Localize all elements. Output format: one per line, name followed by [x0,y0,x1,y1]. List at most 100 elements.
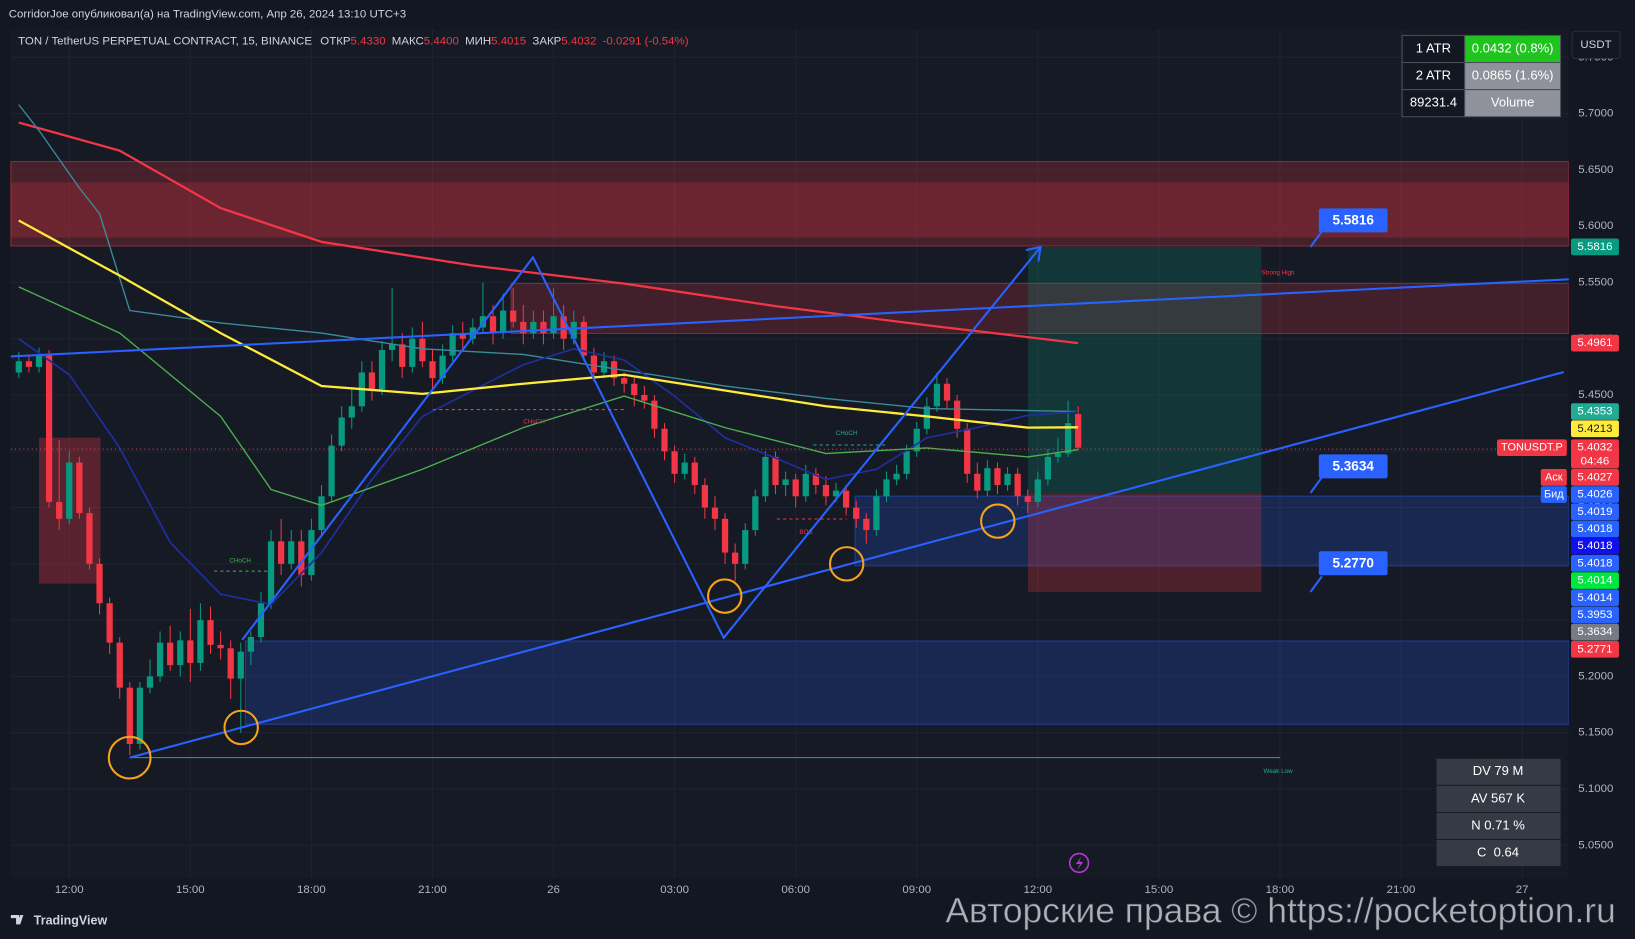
callout-box [1318,208,1388,233]
demand-zone [244,640,1570,725]
candle-body [1054,453,1062,457]
candle-body [762,456,769,497]
table-cell [1436,812,1561,839]
ma-line [18,286,1079,507]
supply-zone-core [10,182,1569,238]
choch-label: CHoCH [836,430,858,437]
candle-body [237,651,244,679]
candle-body [721,518,729,553]
candle-body [106,603,113,643]
candle-body [45,355,53,502]
callout: 5.2770 [1309,551,1388,593]
candle-body [883,479,890,497]
swing-circle [107,735,152,780]
candle-body [540,321,547,334]
side-tag [1540,469,1567,486]
y-tick-label: 5.1500 [1578,727,1613,739]
bos-label: BOS [799,529,812,536]
swing-markers [107,503,1016,780]
candle-body [308,530,315,576]
candle-body [126,687,133,744]
price-tag-label: 5.4213 [1577,423,1612,435]
candle-body [580,321,587,356]
candle-body [378,349,386,390]
candle-body [368,372,376,390]
candle-body [772,456,779,486]
candle-body [742,530,749,564]
table-text: N 0.71 % [1471,817,1525,832]
candle-body [156,642,164,677]
candle-body [610,361,618,379]
callout-pointer [1309,476,1323,494]
price-tag-label: 5.3953 [1577,609,1612,621]
candle-body [35,355,43,367]
replay-icon[interactable] [1068,852,1090,874]
price-tag-label: 5.4018 [1577,523,1612,535]
candle-body [419,338,426,362]
plot-area [10,29,1569,879]
ohlc-value: 5.4330 [351,36,386,48]
table-cell [1464,89,1562,118]
candle-body [812,473,819,486]
candle-body [1075,414,1082,448]
y-tick-label: 5.6000 [1578,220,1613,232]
choch-label: CHoCH [229,557,251,564]
price-tag-label: 5.4032 [1577,442,1612,454]
candle-body [136,687,144,744]
x-tick-label: 15:00 [176,884,205,896]
candle-body [56,501,63,519]
candle-body [570,321,577,339]
candle-body [994,468,1001,486]
watermark: Авторские права © https://pocketoption.r… [945,890,1615,930]
candle-body [701,485,709,508]
callout-pointer [1309,575,1323,593]
price-tag [1570,572,1619,589]
candle-body [348,406,355,418]
candle-body [76,462,83,514]
x-tick-label: 18:00 [297,884,326,896]
price-tag [1570,486,1619,503]
callout-pointer [1309,230,1323,248]
y-tick-label: 5.0500 [1578,839,1613,851]
publisher-line: CorridorJoe опубликовал(а) на TradingVie… [9,9,406,21]
candle-body [984,468,991,491]
moving-averages [18,104,1079,606]
candle-body [953,400,961,429]
table-text: DV 79 M [1473,763,1524,778]
zones [10,161,1570,725]
candle-body [288,541,295,564]
candle-body [247,637,255,652]
candle-body [257,603,265,638]
x-tick-label: 06:00 [781,884,810,896]
zigzag [241,246,1042,641]
candle-body [86,513,93,564]
candle-body [459,333,466,339]
candle-body [96,563,103,604]
x-tick-label: 21:00 [1387,884,1416,896]
price-tag [1570,420,1619,438]
ma-line [18,219,1079,429]
table-text: 1 ATR [1416,40,1451,55]
currency-button[interactable] [1571,30,1621,59]
y-tick-label: 5.4500 [1578,389,1613,401]
candle-body [1014,473,1021,497]
candle-body [843,490,850,508]
candle-body [227,648,234,679]
candle-body [832,490,840,497]
candle-body [66,462,73,519]
time-axis [0,878,1569,902]
long-stop [1028,492,1262,592]
table-cell [1401,34,1466,64]
x-tick-label: 12:00 [1023,884,1052,896]
candle-body [318,496,325,531]
candle-body [923,406,930,429]
candle-body [752,496,759,531]
price-tag-label: 5.4353 [1577,406,1612,418]
price-tag-label: 5.4014 [1577,592,1613,604]
arrow-head [1025,245,1042,262]
candle-body [903,451,910,474]
trend-line [10,278,1569,358]
table-text: Volume [1491,95,1534,110]
icon-bolt [1075,856,1084,871]
